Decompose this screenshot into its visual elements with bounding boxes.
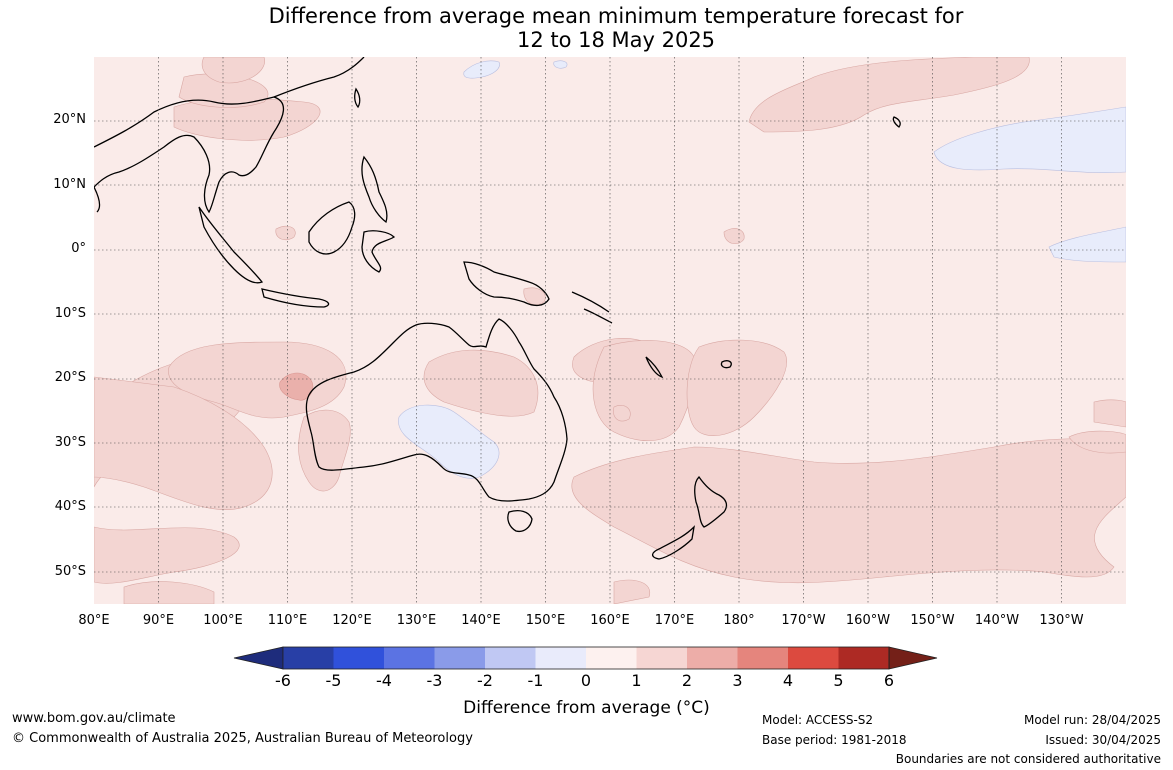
coastlines (94, 57, 901, 560)
base-period: Base period: 1981-2018 (762, 733, 907, 747)
anomaly-area-1-to-2 (94, 57, 1126, 604)
lon-label-160w: 160°W (845, 613, 891, 628)
coastline-new-guinea (463, 261, 550, 307)
issued-date: Issued: 30/04/2025 (1045, 733, 1161, 747)
lon-label-90e: 90°E (142, 613, 175, 628)
lon-label-80e: 80°E (78, 613, 110, 628)
map-title: Difference from average mean minimum tem… (0, 4, 1173, 52)
colorbar-cell (384, 647, 435, 669)
colorbar (233, 646, 938, 670)
website-link[interactable]: www.bom.gov.au/climate (12, 711, 176, 726)
model-run-date: Model run: 28/04/2025 (1023, 713, 1161, 727)
coastline-borneo (308, 201, 356, 255)
colorbar-cell (535, 647, 586, 669)
lon-label-110e: 110°E (267, 613, 308, 628)
coastline-hawaii (892, 116, 901, 128)
colorbar-tick-label: -2 (477, 671, 493, 690)
lon-label-140e: 140°E (461, 613, 501, 628)
colorbar-tick-label: 0 (580, 671, 592, 690)
colorbar-cell (333, 647, 384, 669)
coastline-fiji (720, 360, 732, 369)
lon-label-160e: 160°E (590, 613, 630, 628)
colorbar-cell (687, 647, 738, 669)
colorbar-cell (283, 647, 334, 669)
title-line-1: Difference from average mean minimum tem… (268, 4, 964, 28)
colorbar-extend-low (233, 646, 284, 670)
colorbar-tick-label: 1 (631, 671, 642, 690)
model-name: Model: ACCESS-S2 (762, 713, 874, 727)
forecast-map (94, 57, 1126, 604)
colorbar-tick-label: -4 (376, 671, 392, 690)
title-line-2: 12 to 18 May 2025 (516, 28, 716, 52)
lat-label-20s: 20°S (54, 370, 86, 385)
colorbar-extend-high (888, 646, 938, 670)
lat-label-10n: 10°N (53, 177, 86, 192)
coastline-java (261, 288, 330, 308)
colorbar-cell (838, 647, 889, 669)
colorbar-cell (788, 647, 839, 669)
colorbar-tick-label: -3 (426, 671, 443, 690)
graticule (94, 57, 1126, 604)
lon-label-140w: 140°W (974, 613, 1020, 628)
lat-label-40s: 40°S (54, 499, 86, 514)
anomaly-area-2-to-3 (279, 372, 314, 401)
coastline-new-zealand-south (651, 525, 695, 560)
coastline-tasmania (507, 510, 533, 533)
coastline-sumatra (198, 206, 264, 284)
coastline-se-asia (94, 96, 285, 214)
coastline-new-caledonia (645, 356, 664, 379)
lat-label-0: 0° (71, 241, 86, 256)
colorbar-cell (636, 647, 687, 669)
anomaly-area-minus1-to-0 (398, 60, 1126, 479)
coastline-philippines (361, 155, 388, 224)
colorbar-tick-label: 5 (833, 671, 844, 690)
lon-label-150w: 150°W (910, 613, 955, 628)
colorbar-tick-label: 4 (782, 671, 794, 690)
colorbar-cell (434, 647, 485, 669)
lat-label-30s: 30°S (54, 435, 86, 450)
copyright: © Commonwealth of Australia 2025, Austra… (12, 731, 473, 746)
coastline-new-zealand-north (694, 475, 728, 528)
lon-label-100e: 100°E (203, 613, 243, 628)
coastline-china (273, 57, 365, 98)
lon-label-130w: 130°W (1039, 613, 1084, 628)
boundary-disclaimer: Boundaries are not considered authoritat… (895, 752, 1161, 766)
coastline-australia (305, 318, 568, 502)
colorbar-tick-label: -6 (275, 671, 291, 690)
colorbar-tick-label: 2 (681, 671, 693, 690)
colorbar-tick-label: 6 (883, 671, 895, 690)
lat-label-20n: 20°N (53, 112, 86, 127)
lon-label-130e: 130°E (396, 613, 437, 628)
colorbar-tick-label: -1 (527, 671, 544, 690)
lat-label-10s: 10°S (54, 306, 86, 321)
colorbar-label-text: Difference from average (°C) (463, 698, 710, 718)
lon-label-120e: 120°E (332, 613, 372, 628)
colorbar-outline (282, 646, 890, 670)
coastline-sri-lanka (94, 186, 101, 213)
coastline-taiwan (354, 87, 361, 109)
colorbar-tick-label: 3 (732, 671, 743, 690)
lon-label-180: 180° (723, 613, 755, 628)
lat-label-50s: 50°S (54, 564, 86, 579)
colorbar-tick-label: -5 (325, 671, 342, 690)
colorbar-cell (586, 647, 637, 669)
lon-label-150e: 150°E (525, 613, 566, 628)
colorbar-cell (485, 647, 536, 669)
colorbar-cell (737, 647, 788, 669)
lon-label-170e: 170°E (654, 613, 695, 628)
lon-label-170w: 170°W (781, 613, 826, 628)
colorbar-label: Difference from average (°C) (0, 698, 1173, 718)
coastline-sulawesi (361, 230, 396, 273)
